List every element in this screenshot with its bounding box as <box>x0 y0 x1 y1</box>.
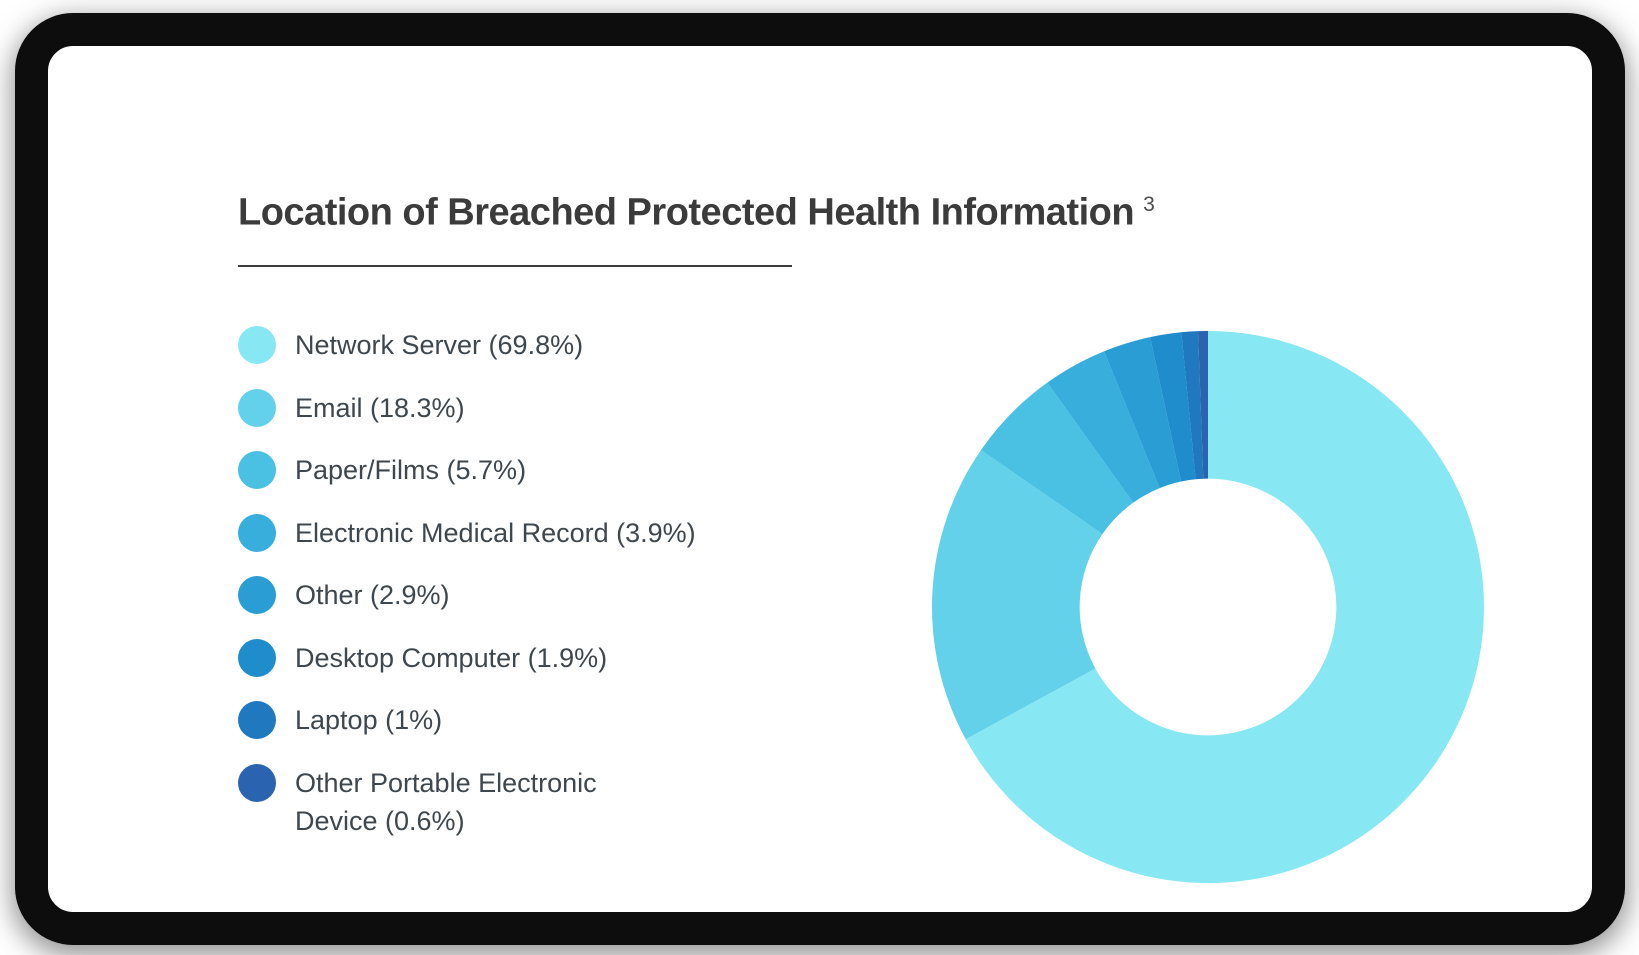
donut-slice-other-portable-electronic-device[interactable] <box>1198 331 1208 479</box>
legend-item-email[interactable]: Email (18.3%) <box>238 388 696 427</box>
legend-item-desktop-computer[interactable]: Desktop Computer (1.9%) <box>238 638 696 677</box>
title-underline <box>238 265 792 267</box>
legend-item-other-portable-electronic-device[interactable]: Other Portable Electronic Device (0.6%) <box>238 763 696 840</box>
legend-label: Email (18.3%) <box>295 392 465 423</box>
chart-legend: Network Server (69.8%) Email (18.3%) Pap… <box>238 326 696 840</box>
legend-item-paper-films[interactable]: Paper/Films (5.7%) <box>238 451 696 489</box>
legend-swatch-icon <box>238 513 276 552</box>
legend-swatch-icon <box>238 576 276 614</box>
donut-slice-laptop[interactable] <box>1181 331 1204 480</box>
title-footnote-marker: 3 <box>1143 193 1155 217</box>
legend-swatch-icon <box>238 638 276 677</box>
donut-chart <box>932 331 1484 883</box>
donut-slice-electronic-medical-record[interactable] <box>1047 351 1160 503</box>
legend-label: Electronic Medical Record (3.9%) <box>295 517 696 548</box>
legend-label: Other Portable Electronic Device (0.6%) <box>295 767 597 836</box>
page-title-text: Location of Breached Protected Health In… <box>238 192 1135 235</box>
page-title: Location of Breached Protected Health In… <box>238 183 1155 235</box>
legend-label: Other (2.9%) <box>295 580 450 610</box>
legend-swatch-icon <box>238 701 276 739</box>
legend-swatch-icon <box>238 451 276 489</box>
legend-item-network-server[interactable]: Network Server (69.8%) <box>238 326 696 364</box>
donut-slice-network-server[interactable] <box>965 331 1484 883</box>
donut-slice-desktop-computer[interactable] <box>1150 332 1196 482</box>
legend-item-laptop[interactable]: Laptop (1%) <box>238 701 696 739</box>
legend-swatch-icon <box>238 763 276 802</box>
legend-item-other[interactable]: Other (2.9%) <box>238 576 696 614</box>
legend-label: Paper/Films (5.7%) <box>295 455 527 485</box>
legend-label: Network Server (69.8%) <box>295 330 584 360</box>
legend-label: Desktop Computer (1.9%) <box>295 642 608 673</box>
donut-slice-email[interactable] <box>932 450 1103 740</box>
device-frame: Location of Breached Protected Health In… <box>15 13 1625 945</box>
donut-slice-other[interactable] <box>1104 337 1182 489</box>
legend-label: Laptop (1%) <box>295 705 443 735</box>
legend-item-electronic-medical-record[interactable]: Electronic Medical Record (3.9%) <box>238 513 696 552</box>
legend-swatch-icon <box>238 388 276 427</box>
donut-slice-paper-films[interactable] <box>981 382 1134 534</box>
legend-swatch-icon <box>238 326 276 364</box>
